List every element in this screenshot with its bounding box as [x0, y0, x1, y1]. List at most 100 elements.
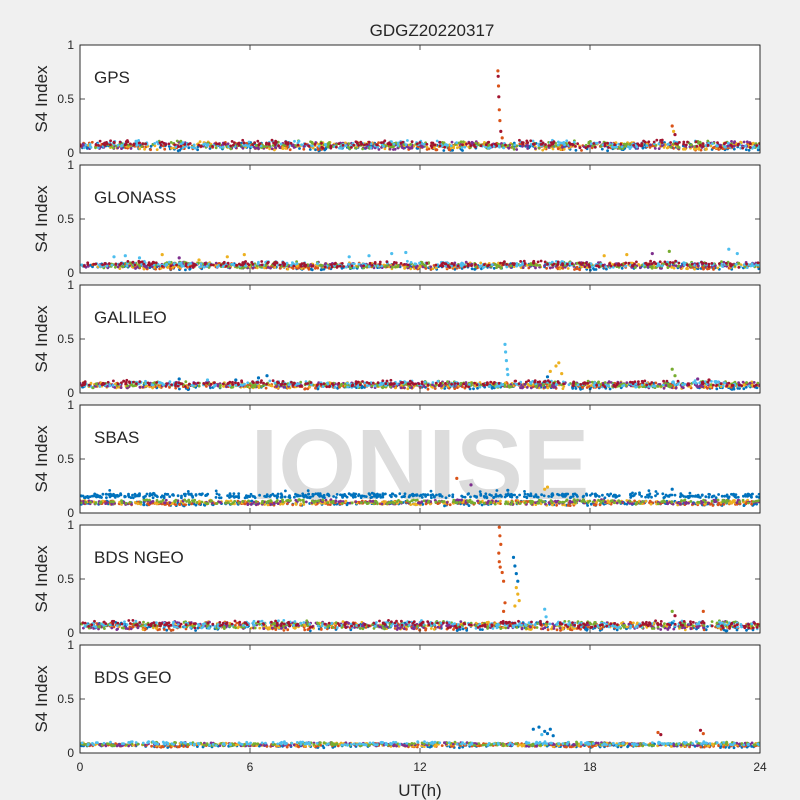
data-point: [300, 143, 303, 147]
data-point: [456, 386, 459, 389]
data-point: [689, 264, 693, 268]
data-point: [693, 379, 697, 383]
data-point: [682, 261, 686, 265]
data-point: [271, 144, 275, 147]
data-point: [350, 264, 354, 268]
data-point: [658, 260, 662, 264]
data-point: [205, 378, 210, 382]
data-point: [450, 140, 454, 144]
data-point: [666, 143, 670, 146]
data-point: [664, 384, 668, 387]
data-point: [288, 148, 292, 152]
data-point: [90, 140, 94, 144]
data-point: [637, 385, 641, 389]
data-point: [463, 145, 467, 149]
data-point: [756, 261, 760, 265]
data-point: [628, 142, 632, 146]
data-point: [722, 260, 726, 264]
data-point: [586, 379, 590, 383]
data-point: [129, 147, 133, 150]
data-point: [721, 384, 725, 388]
data-point: [474, 145, 477, 149]
data-point: [478, 385, 482, 389]
data-point: [170, 146, 174, 150]
data-point: [401, 140, 405, 144]
data-point: [214, 261, 218, 265]
data-point: [654, 262, 658, 266]
data-point: [241, 138, 245, 142]
data-point: [432, 146, 436, 150]
data-point: [303, 142, 307, 146]
data-point: [243, 382, 246, 386]
data-point: [602, 254, 606, 258]
data-point: [360, 143, 363, 146]
data-point: [716, 380, 720, 384]
data-point: [676, 379, 680, 383]
data-point: [371, 381, 375, 385]
data-point: [588, 265, 591, 269]
data-point: [403, 267, 406, 270]
data-point: [631, 382, 635, 385]
data-point: [470, 267, 474, 271]
data-point: [693, 267, 696, 271]
data-point: [256, 376, 261, 380]
data-point: [443, 387, 447, 390]
data-point: [423, 263, 427, 267]
data-point: [126, 140, 130, 144]
data-point: [192, 381, 196, 385]
data-point: [317, 144, 321, 148]
data-point: [268, 379, 272, 383]
data-point: [396, 264, 400, 267]
data-point: [184, 380, 188, 384]
data-point: [104, 262, 107, 265]
data-point: [298, 384, 302, 388]
data-point: [316, 387, 320, 391]
data-point: [558, 267, 562, 271]
data-point: [462, 382, 466, 385]
data-point: [694, 140, 698, 144]
data-point: [89, 146, 93, 149]
data-point: [523, 262, 527, 265]
data-point: [219, 263, 223, 267]
data-point: [109, 139, 112, 143]
data-point: [529, 139, 533, 143]
data-point: [87, 383, 91, 387]
data-point: [234, 378, 238, 382]
data-point: [184, 264, 188, 268]
data-point: [361, 380, 364, 383]
data-point: [440, 384, 443, 388]
data-point: [356, 385, 360, 388]
data-point: [321, 385, 325, 388]
data-point: [271, 379, 275, 383]
data-point: [327, 266, 331, 270]
data-point: [307, 144, 311, 148]
data-point: [272, 141, 275, 145]
data-point: [180, 382, 184, 386]
data-point: [329, 146, 333, 150]
panel-label: GALILEO: [94, 308, 167, 327]
data-point: [356, 265, 359, 269]
data-point: [472, 143, 476, 147]
y-tick-label: 0: [67, 266, 74, 280]
data-point: [740, 384, 743, 387]
data-point: [450, 382, 453, 386]
data-point: [311, 144, 314, 148]
data-point: [692, 381, 695, 384]
data-point: [744, 148, 748, 152]
data-point: [664, 381, 667, 385]
data-point: [492, 266, 496, 270]
data-point: [189, 262, 193, 265]
data-point: [718, 145, 722, 149]
data-point: [180, 265, 184, 268]
data-point: [757, 263, 760, 267]
data-point: [320, 145, 324, 149]
data-point: [80, 144, 82, 147]
data-point: [183, 143, 187, 146]
data-point: [175, 139, 179, 143]
data-point: [255, 144, 258, 148]
data-point: [289, 141, 293, 145]
data-point: [745, 140, 749, 144]
data-point: [293, 139, 296, 143]
data-point: [108, 384, 112, 388]
data-point: [153, 144, 157, 148]
